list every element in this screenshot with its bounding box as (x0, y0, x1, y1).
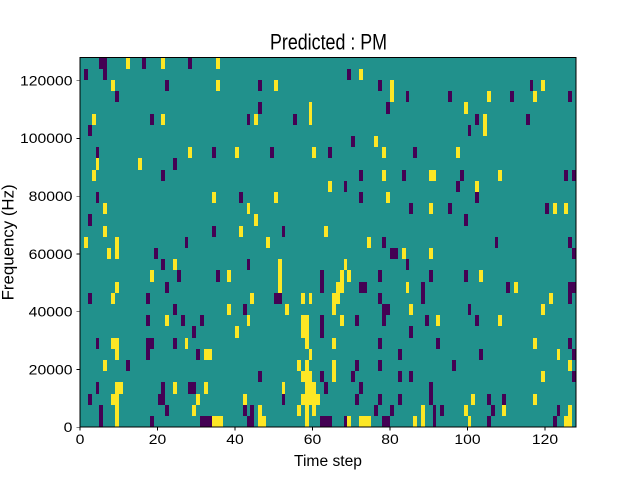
svg-text:0: 0 (76, 432, 85, 447)
svg-text:Time step: Time step (294, 453, 362, 470)
svg-text:100000: 100000 (20, 131, 73, 146)
svg-text:Predicted : PM: Predicted : PM (270, 29, 387, 54)
svg-text:100: 100 (454, 432, 480, 447)
svg-text:20: 20 (149, 432, 167, 447)
svg-text:60: 60 (304, 432, 322, 447)
svg-text:80000: 80000 (29, 189, 73, 204)
svg-text:0: 0 (64, 420, 73, 435)
svg-text:80: 80 (381, 432, 399, 447)
svg-text:40000: 40000 (29, 305, 73, 320)
svg-text:Frequency (Hz): Frequency (Hz) (0, 184, 18, 300)
svg-text:120: 120 (532, 432, 558, 447)
svg-text:40: 40 (226, 432, 244, 447)
svg-text:60000: 60000 (29, 247, 73, 262)
svg-text:20000: 20000 (29, 362, 73, 377)
svg-text:120000: 120000 (20, 74, 73, 89)
